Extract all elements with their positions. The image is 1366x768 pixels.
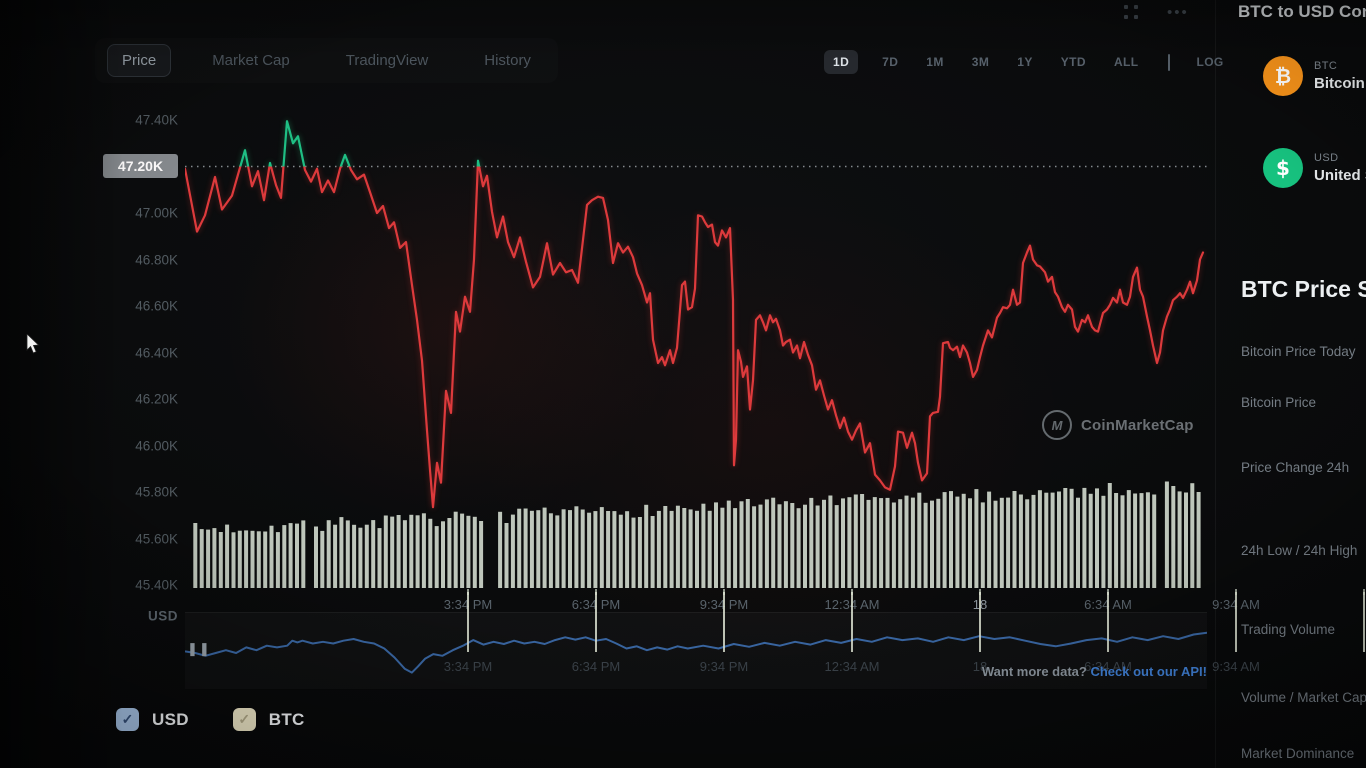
- converter-row-usd[interactable]: $ USD United States Dollar: [1263, 148, 1366, 188]
- navigator-drag-handle[interactable]: ❚❚: [187, 641, 211, 656]
- y-axis-label: 46.20K: [135, 391, 178, 407]
- time-range-controls: 1D 7D 1M 3M 1Y YTD ALL LOG: [824, 50, 1228, 74]
- range-1m[interactable]: 1M: [922, 50, 947, 74]
- chart-corner-controls: •••: [1124, 5, 1189, 20]
- navigator-x-label: 9:34 PM: [699, 659, 749, 674]
- navigator-x-label: 3:34 PM: [443, 659, 493, 674]
- legend-btc-label: BTC: [268, 709, 305, 729]
- tab-tradingview[interactable]: TradingView: [331, 44, 444, 77]
- usd-checkbox-icon: ✓: [116, 708, 139, 731]
- api-link[interactable]: Check out our API!: [1090, 664, 1207, 679]
- current-price-label: 47.20K: [103, 154, 178, 178]
- y-axis-label: 45.80K: [135, 484, 178, 500]
- y-axis-label: 46.80K: [135, 252, 178, 267]
- price-line-down: [185, 166, 1205, 509]
- y-axis-label: 45.60K: [135, 531, 178, 546]
- x-gridline: [1363, 592, 1365, 652]
- stat-row-label: Volume / Market Cap: [1241, 690, 1366, 705]
- stat-row-label: 24h Low / 24h High: [1241, 543, 1358, 558]
- coin-code: BTC: [1314, 60, 1338, 72]
- btc-checkbox-icon: ✓: [232, 708, 256, 731]
- stat-row-label: Bitcoin Price Today: [1241, 344, 1356, 359]
- api-promo: Want more data? Check out our API!: [955, 664, 1207, 679]
- bitcoin-icon: ₿: [1263, 56, 1303, 96]
- calendar-icon: [1168, 53, 1171, 71]
- right-sidebar: BTC to USD Converter ₿ BTC Bitcoin $ USD…: [1215, 0, 1366, 768]
- y-axis-label: 46.00K: [135, 438, 178, 453]
- coinmarketcap-logo-icon: M: [1042, 410, 1072, 440]
- range-1y[interactable]: 1Y: [1013, 50, 1036, 74]
- x-gridline: [595, 592, 597, 652]
- stat-row-label: Market Dominance: [1241, 746, 1355, 761]
- fullscreen-icon[interactable]: [1124, 5, 1139, 20]
- dollar-icon: $: [1263, 148, 1303, 188]
- stats-heading: BTC Price Statistics: [1241, 276, 1366, 302]
- y-axis-label: 46.60K: [135, 298, 178, 314]
- legend-btc-toggle[interactable]: ✓ BTC: [232, 708, 305, 731]
- promo-text: Want more data?: [981, 664, 1087, 679]
- volume-bars: [193, 481, 1201, 588]
- y-axis-label: 47.00K: [135, 205, 178, 221]
- x-gridline: [979, 592, 981, 652]
- x-gridline: [1107, 592, 1109, 652]
- watermark-text: CoinMarketCap: [1081, 416, 1194, 434]
- coin-name: United States Dollar: [1314, 167, 1366, 184]
- range-7d[interactable]: 7D: [878, 50, 902, 74]
- legend-usd-label: USD: [152, 709, 189, 729]
- tab-price[interactable]: Price: [107, 44, 172, 77]
- navigator-x-label: 9:34 AM: [1212, 659, 1260, 674]
- y-axis-unit: USD: [147, 608, 178, 624]
- more-options-icon[interactable]: •••: [1167, 3, 1189, 21]
- price-chart[interactable]: [185, 100, 1207, 600]
- log-scale-toggle[interactable]: LOG: [1192, 50, 1227, 74]
- tab-market-cap[interactable]: Market Cap: [197, 44, 305, 77]
- x-gridline: [467, 592, 469, 652]
- coinmarketcap-watermark: M CoinMarketCap: [1042, 410, 1194, 440]
- tab-history[interactable]: History: [469, 44, 546, 77]
- y-axis-label: 47.40K: [135, 112, 178, 128]
- stat-row-label: Bitcoin Price: [1241, 395, 1317, 410]
- coin-code: USD: [1314, 152, 1339, 164]
- legend-usd-toggle[interactable]: ✓ USD: [116, 708, 189, 731]
- stat-row-label: Price Change 24h: [1241, 460, 1350, 475]
- y-axis-label: 45.40K: [135, 577, 178, 593]
- stat-row-label: Trading Volume: [1241, 622, 1336, 637]
- y-axis: 47.40K 47.00K 46.80K 46.60K 46.40K 46.20K 46.0…: [98, 0, 178, 700]
- range-1d[interactable]: 1D: [824, 50, 859, 74]
- range-3m[interactable]: 3M: [968, 50, 993, 74]
- navigator-x-label: 6:34 PM: [571, 659, 621, 674]
- chart-type-tabs: Price Market Cap TradingView History: [95, 38, 558, 83]
- series-legend: ✓ USD ✓ BTC: [116, 708, 305, 731]
- x-gridline: [723, 592, 725, 652]
- navigator-x-label: 12:34 AM: [824, 659, 880, 674]
- range-ytd[interactable]: YTD: [1057, 50, 1090, 74]
- x-gridline: [1235, 592, 1237, 652]
- y-axis-label: 46.40K: [135, 345, 178, 360]
- date-picker-button[interactable]: [1166, 53, 1172, 72]
- coin-name: Bitcoin: [1314, 75, 1365, 92]
- converter-title: BTC to USD Converter: [1238, 2, 1366, 21]
- mouse-cursor: [26, 334, 40, 354]
- x-gridline: [851, 592, 853, 652]
- range-all[interactable]: ALL: [1110, 50, 1143, 74]
- converter-row-btc[interactable]: ₿ BTC Bitcoin: [1263, 56, 1365, 96]
